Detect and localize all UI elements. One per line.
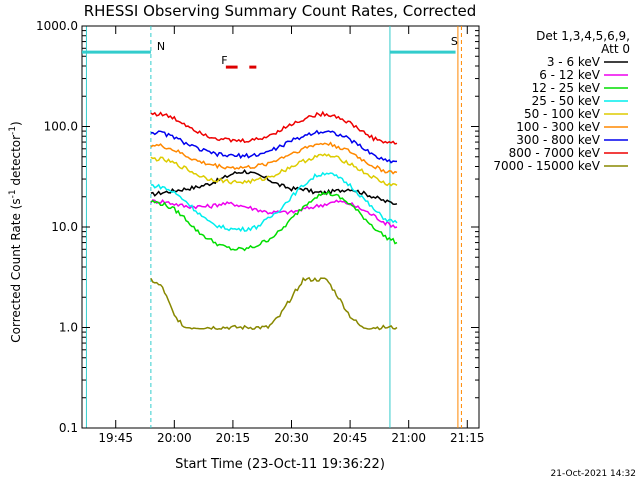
- legend-entry-label: 3 - 6 keV: [547, 55, 601, 69]
- y-axis-ticks: 0.1 1.0 10.0 100.0 1000.0: [36, 19, 479, 435]
- series-line: [150, 168, 398, 205]
- x-tick-label: 20:00: [157, 431, 192, 445]
- x-tick-label: 21:15: [450, 431, 485, 445]
- y-tick-label: 1000.0: [36, 19, 78, 33]
- series-line: [150, 129, 397, 164]
- legend-entry-label: 100 - 300 keV: [516, 120, 600, 134]
- footer-date: 21-Oct-2021 14:32: [551, 469, 636, 479]
- series-line: [150, 276, 398, 331]
- series-line: [150, 110, 398, 145]
- marker-f-label: F: [221, 54, 227, 67]
- x-tick-label: 20:45: [333, 431, 368, 445]
- x-tick-label: 19:45: [98, 431, 133, 445]
- marker-n-label: N: [157, 40, 165, 53]
- chart-title: RHESSI Observing Summary Count Rates, Co…: [84, 2, 477, 20]
- series-line: [150, 190, 398, 252]
- y-tick-label: 10.0: [51, 220, 78, 234]
- legend-header-line-1: Det 1,3,4,5,6,9,: [536, 29, 630, 43]
- plot-frame: [81, 25, 480, 429]
- x-tick-label: 21:00: [391, 431, 426, 445]
- series-line: [150, 153, 398, 187]
- series-line: [150, 141, 398, 175]
- legend-entry-label: 800 - 7000 keV: [509, 146, 601, 160]
- y-tick-label: 0.1: [59, 421, 78, 435]
- time-markers: N F S: [82, 26, 462, 428]
- x-axis-ticks: 19:45 20:00 20:15 20:30 20:45 21:00 21:15: [98, 26, 485, 445]
- series-line: [150, 171, 398, 232]
- legend-entry-label: 12 - 25 keV: [532, 81, 601, 95]
- x-tick-label: 20:30: [274, 431, 309, 445]
- y-tick-label: 1.0: [59, 321, 78, 335]
- legend-entry-label: 50 - 100 keV: [524, 107, 601, 121]
- y-tick-label: 100.0: [44, 120, 78, 134]
- x-axis-label: Start Time (23-Oct-11 19:36:22): [175, 457, 385, 472]
- series-lines: [150, 110, 398, 331]
- y-axis-label: Corrected Count Rate (s-1 detector-1): [8, 121, 23, 342]
- legend-entry-label: 300 - 800 keV: [516, 133, 600, 147]
- legend-entry-label: 7000 - 15000 keV: [493, 159, 600, 173]
- x-tick-label: 20:15: [216, 431, 251, 445]
- legend-entry-label: 6 - 12 keV: [539, 68, 601, 82]
- legend-header-line-2: Att 0: [601, 42, 630, 56]
- legend-entry-label: 25 - 50 keV: [532, 94, 601, 108]
- marker-s-label: S: [451, 35, 458, 48]
